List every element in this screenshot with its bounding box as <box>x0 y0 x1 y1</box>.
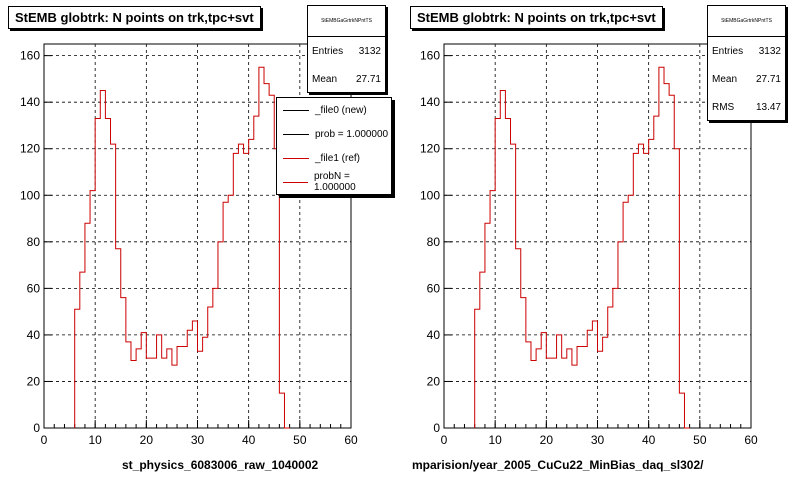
stats-label: RMS <box>712 101 735 113</box>
stats-label: Entries <box>712 45 744 57</box>
x-tick-label: 20 <box>540 433 554 447</box>
x-tick-label: 40 <box>242 433 256 447</box>
y-tick-label: 0 <box>33 421 40 435</box>
chart-title-right: StEMB globtrk: N points on trk,tpc+svt <box>410 6 663 29</box>
chart-title-left: StEMB globtrk: N points on trk,tpc+svt <box>8 6 261 29</box>
stats-value: 3132 <box>758 45 781 57</box>
x-tick-label: 40 <box>642 433 656 447</box>
legend-entry: prob = 1.000000 <box>277 122 391 146</box>
stats-box-left: StEMBGaGrtrkNPntTS Entries 3132 Mean 27.… <box>307 5 386 93</box>
legend-entry: _file0 (new) <box>277 98 391 122</box>
y-tick-label: 160 <box>20 49 40 63</box>
legend-swatch <box>283 133 309 135</box>
y-tick-label: 120 <box>420 142 440 156</box>
x-tick-label: 10 <box>488 433 502 447</box>
stats-label: Entries <box>312 45 344 57</box>
legend-swatch <box>283 157 309 159</box>
y-tick-label: 60 <box>27 281 41 295</box>
stats-row-mean: Mean 27.71 <box>708 65 785 93</box>
legend-label: _file0 (new) <box>315 104 367 116</box>
y-tick-label: 80 <box>427 235 441 249</box>
stats-name: StEMBGaGrtrkNPntTS <box>708 6 785 37</box>
y-tick-label: 20 <box>27 374 41 388</box>
stats-row-entries: Entries 3132 <box>708 37 785 65</box>
stats-value: 3132 <box>358 45 381 57</box>
legend-entry: _file1 (ref) <box>277 146 391 170</box>
stats-label: Mean <box>312 73 338 85</box>
y-tick-label: 120 <box>20 142 40 156</box>
legend-label: _file1 (ref) <box>315 152 361 164</box>
x-tick-label: 30 <box>591 433 605 447</box>
stats-row-entries: Entries 3132 <box>308 37 385 65</box>
y-tick-label: 40 <box>427 328 441 342</box>
legend-label: probN = 1.000000 <box>313 171 356 193</box>
y-tick-label: 140 <box>20 95 40 109</box>
y-tick-label: 0 <box>433 421 440 435</box>
histogram-series-ref <box>474 66 690 429</box>
y-tick-label: 100 <box>420 188 440 202</box>
x-tick-label: 50 <box>293 433 307 447</box>
stats-box-right: StEMBGaGrtrkNPntTS Entries 3132 Mean 27.… <box>707 5 786 121</box>
stats-name: StEMBGaGrtrkNPntTS <box>308 6 385 37</box>
y-tick-label: 80 <box>27 235 41 249</box>
legend-swatch <box>283 109 309 111</box>
stats-row-mean: Mean 27.71 <box>308 65 385 93</box>
y-tick-label: 140 <box>420 95 440 109</box>
x-tick-label: 50 <box>693 433 707 447</box>
file-label-left: st_physics_6083006_raw_1040002 <box>122 458 319 472</box>
legend-box: _file0 (new) prob = 1.000000 _file1 (ref… <box>276 97 392 195</box>
stats-value: 13.47 <box>755 101 781 113</box>
x-tick-label: 30 <box>191 433 205 447</box>
y-tick-label: 160 <box>420 49 440 63</box>
x-tick-label: 20 <box>140 433 154 447</box>
y-tick-label: 100 <box>20 188 40 202</box>
file-label-right: mparision/year_2005_CuCu22_MinBias_daq_s… <box>412 458 704 472</box>
legend-entry: probN = 1.000000 <box>277 170 391 194</box>
legend-label: prob = 1.000000 <box>315 128 389 140</box>
y-tick-label: 60 <box>427 281 441 295</box>
stats-value: 27.71 <box>755 73 781 85</box>
histogram-series-ref <box>74 66 290 429</box>
x-tick-label: 60 <box>344 433 358 447</box>
y-tick-label: 20 <box>427 374 441 388</box>
x-tick-label: 0 <box>441 433 448 447</box>
x-tick-label: 60 <box>744 433 758 447</box>
x-tick-label: 10 <box>88 433 102 447</box>
x-tick-label: 0 <box>41 433 48 447</box>
stats-value: 27.71 <box>355 73 381 85</box>
stats-label: Mean <box>712 73 738 85</box>
legend-swatch <box>283 181 308 183</box>
stats-row-rms: RMS 13.47 <box>708 93 785 121</box>
y-tick-label: 40 <box>27 328 41 342</box>
